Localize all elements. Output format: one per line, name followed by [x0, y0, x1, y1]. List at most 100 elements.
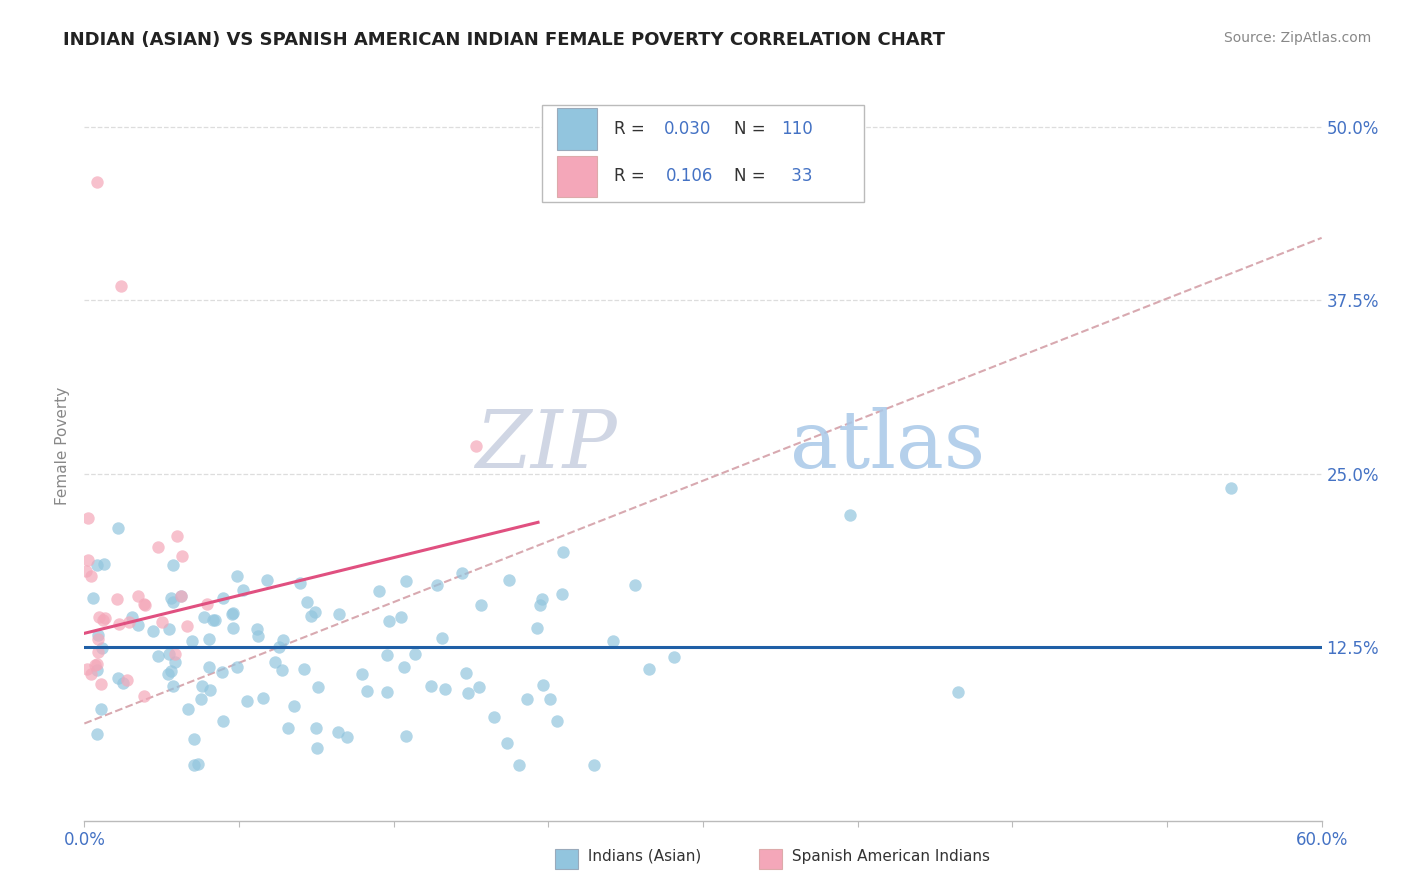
Point: [583, 758, 606, 772]
Point: [1219, 481, 1241, 495]
Point: [187, 757, 209, 772]
Point: [395, 729, 418, 743]
Point: [80, 569, 103, 583]
Text: 33: 33: [786, 168, 813, 186]
Point: [256, 573, 278, 587]
Point: [162, 558, 184, 573]
Point: [183, 731, 205, 746]
Point: [86, 664, 108, 678]
Point: [169, 589, 191, 603]
Point: [551, 587, 574, 601]
Point: [430, 631, 453, 645]
Point: [121, 609, 143, 624]
Point: [299, 609, 322, 624]
Point: [226, 660, 249, 674]
Point: [222, 606, 245, 620]
Point: [326, 724, 349, 739]
Point: [232, 583, 254, 598]
Point: [457, 686, 479, 700]
Text: Source: ZipAtlas.com: Source: ZipAtlas.com: [1223, 31, 1371, 45]
Point: [142, 624, 165, 638]
Point: [169, 589, 191, 603]
Text: Indians (Asian): Indians (Asian): [583, 849, 702, 863]
Point: [157, 622, 180, 636]
Point: [193, 610, 215, 624]
Text: ZIP: ZIP: [475, 408, 616, 484]
Point: [201, 613, 224, 627]
Point: [183, 758, 205, 772]
Point: [221, 607, 243, 621]
Point: [304, 605, 326, 619]
Point: [181, 634, 204, 648]
Point: [375, 685, 398, 699]
Point: [454, 666, 477, 681]
Point: [108, 616, 131, 631]
Point: [264, 655, 287, 669]
Point: [86, 558, 108, 573]
Point: [470, 598, 492, 612]
Point: [433, 681, 456, 696]
Point: [87, 610, 110, 624]
Point: [838, 508, 860, 523]
Point: [270, 663, 292, 677]
Point: [283, 699, 305, 714]
Point: [235, 693, 257, 707]
Point: [269, 640, 291, 654]
Point: [162, 595, 184, 609]
Bar: [557, 155, 596, 197]
Point: [496, 736, 519, 750]
Point: [226, 569, 249, 583]
Point: [288, 576, 311, 591]
Point: [146, 648, 169, 663]
Point: [195, 597, 218, 611]
Point: [157, 666, 180, 681]
Point: [115, 673, 138, 687]
Point: [190, 692, 212, 706]
Point: [87, 645, 110, 659]
Point: [404, 647, 426, 661]
Point: [191, 679, 214, 693]
Point: [86, 628, 108, 642]
Point: [93, 611, 115, 625]
Point: [86, 175, 108, 189]
Point: [132, 597, 155, 611]
Point: [307, 680, 329, 694]
Point: [127, 618, 149, 632]
Point: [350, 667, 373, 681]
Point: [198, 632, 221, 646]
Point: [93, 557, 115, 571]
Point: [87, 632, 110, 647]
Point: [165, 655, 187, 669]
Text: R =: R =: [614, 168, 650, 186]
Point: [378, 614, 401, 628]
Point: [498, 574, 520, 588]
Point: [82, 591, 104, 606]
Point: [367, 583, 389, 598]
Point: [90, 702, 112, 716]
Point: [84, 658, 107, 673]
Text: N =: N =: [734, 120, 770, 138]
Point: [553, 545, 575, 559]
Point: [75, 564, 97, 578]
Point: [76, 662, 98, 676]
Point: [107, 521, 129, 535]
Point: [150, 615, 173, 629]
Text: 0.106: 0.106: [666, 168, 713, 186]
Point: [91, 613, 114, 627]
FancyBboxPatch shape: [543, 105, 863, 202]
Point: [91, 640, 114, 655]
Point: [394, 660, 416, 674]
Point: [292, 662, 315, 676]
Text: 110: 110: [780, 120, 813, 138]
Point: [111, 675, 134, 690]
Point: [508, 758, 530, 772]
Point: [419, 679, 441, 693]
Point: [86, 657, 108, 672]
Text: atlas: atlas: [790, 407, 984, 485]
Point: [637, 662, 659, 676]
Point: [389, 610, 412, 624]
Point: [159, 664, 181, 678]
Point: [246, 629, 269, 643]
Point: [204, 613, 226, 627]
Point: [531, 592, 554, 607]
